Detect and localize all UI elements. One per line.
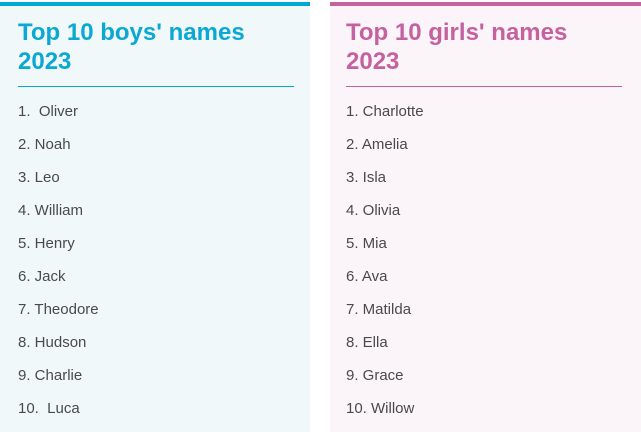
list-item: 9. Grace bbox=[346, 367, 404, 384]
list-item: 1. Oliver bbox=[18, 103, 79, 120]
list-item: 1. Charlotte bbox=[346, 103, 424, 120]
boys-names-list: 1. Oliver 2. Noah 3. Leo 4. William 5. H… bbox=[18, 100, 99, 430]
list-item: 5. Mia bbox=[346, 235, 387, 252]
list-item: 3. Isla bbox=[346, 169, 387, 186]
girls-names-list: 1. Charlotte 2. Amelia 3. Isla 4. Olivia… bbox=[346, 100, 424, 430]
list-item: 8. Ella bbox=[346, 334, 388, 351]
list-item: 7. Theodore bbox=[18, 301, 99, 318]
list-item: 7. Matilda bbox=[346, 301, 412, 318]
list-item: 10. Luca bbox=[18, 400, 80, 417]
divider bbox=[346, 86, 622, 87]
list-item: 4. William bbox=[18, 202, 84, 219]
list-item: 2. Amelia bbox=[346, 136, 408, 153]
list-item: 10. Willow bbox=[346, 400, 415, 417]
list-item: 9. Charlie bbox=[18, 367, 83, 384]
divider bbox=[18, 86, 294, 87]
list-item: 6. Jack bbox=[18, 268, 66, 285]
list-item: 8. Hudson bbox=[18, 334, 87, 351]
girls-names-panel: Top 10 girls' names 2023 1. Charlotte 2.… bbox=[330, 2, 641, 432]
list-item: 3. Leo bbox=[18, 169, 60, 186]
list-item: 6. Ava bbox=[346, 268, 388, 285]
girls-title: Top 10 girls' names 2023 bbox=[346, 19, 568, 75]
list-item: 4. Olivia bbox=[346, 202, 401, 219]
list-item: 2. Noah bbox=[18, 136, 71, 153]
boys-names-panel: Top 10 boys' names 2023 1. Oliver 2. Noa… bbox=[0, 2, 310, 432]
list-item: 5. Henry bbox=[18, 235, 75, 252]
boys-title: Top 10 boys' names 2023 bbox=[18, 19, 245, 75]
